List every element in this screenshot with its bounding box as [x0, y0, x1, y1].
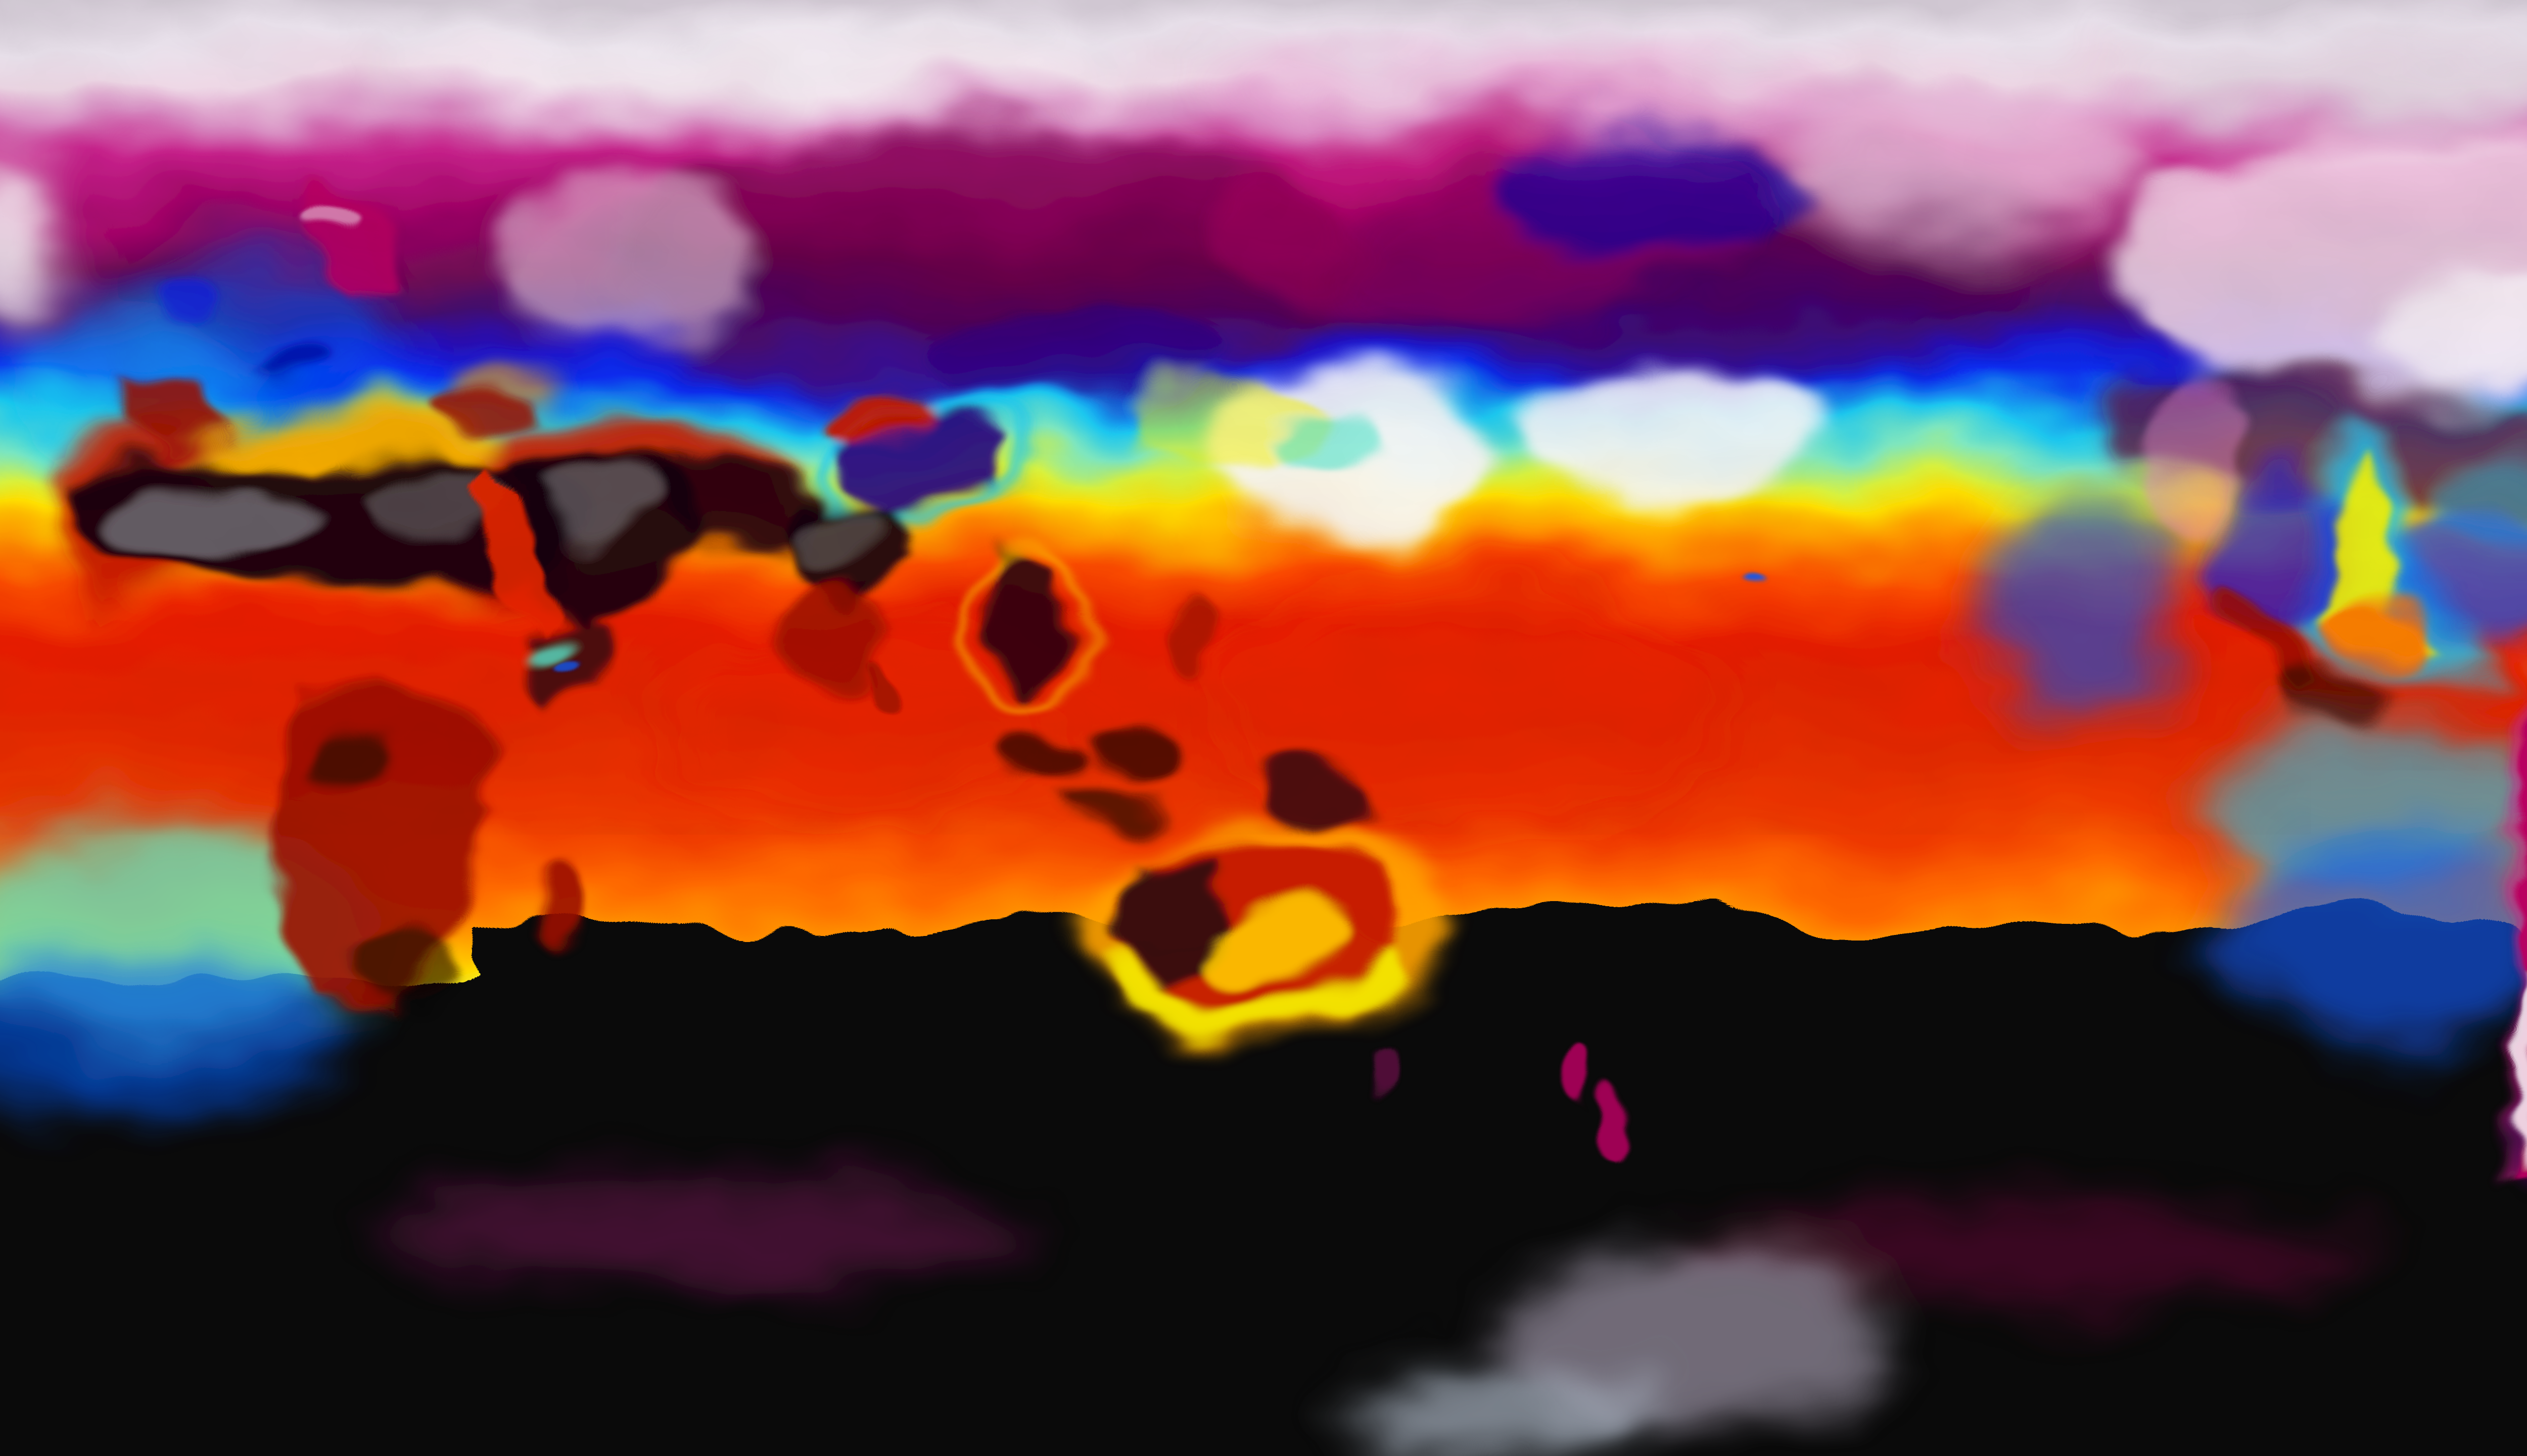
- global-temperature-map-screen: [0, 0, 2527, 1456]
- global-temperature-map: [0, 0, 2527, 1456]
- turbulence-texture-overlay: [0, 0, 2527, 1456]
